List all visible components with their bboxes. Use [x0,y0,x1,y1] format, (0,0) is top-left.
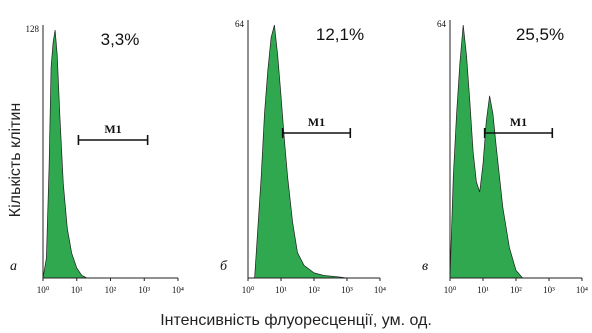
x-tick-label: 10² [105,285,117,295]
x-tick-label: 10⁴ [172,285,184,295]
x-axis-label: Інтенсивність флуоресценції, ум. од. [160,312,432,329]
x-tick-label: 10⁴ [374,285,386,295]
histogram-area [449,24,524,279]
y-max-label: 64 [437,19,447,29]
histogram-area [254,24,348,279]
gate-label: M1 [308,115,325,129]
x-tick-label: 10³ [543,285,555,295]
x-tick-label: 10¹ [275,285,287,295]
y-max-label: 64 [235,19,245,29]
x-tick-label: 10³ [341,285,353,295]
x-tick-label: 10¹ [477,285,489,295]
x-tick-label: 10² [510,285,522,295]
x-tick-label: 10⁴ [576,285,588,295]
panel-3: 64 10⁰ 10¹ 10² 10³ 10⁴ M1 25,5% в [422,19,588,295]
x-tick-label: 10⁰ [37,285,50,295]
panel-letter-label: а [10,259,17,274]
panel-1: 128 10⁰ 10¹ 10² 10³ 10⁴ M1 3,3% а [10,24,184,295]
gate-percent-label: 25,5% [516,25,564,44]
y-axis-label: Кількість клітин [7,103,24,217]
panel-2: 64 10⁰ 10¹ 10² 10³ 10⁴ M1 12,1% б [220,19,386,295]
x-tick-label: 10³ [138,285,150,295]
panel-letter-label: в [422,259,428,274]
gate-label: M1 [104,122,121,136]
x-tick-label: 10² [308,285,320,295]
x-tick-label: 10¹ [71,285,83,295]
gate-label: M1 [510,115,527,129]
gate-percent-label: 12,1% [316,25,364,44]
panel-letter-label: б [220,259,228,274]
x-tick-label: 10⁰ [242,285,255,295]
gate-percent-label: 3,3% [101,30,140,49]
histogram-area [42,29,88,279]
x-tick-label: 10⁰ [444,285,457,295]
y-max-label: 128 [26,24,40,34]
